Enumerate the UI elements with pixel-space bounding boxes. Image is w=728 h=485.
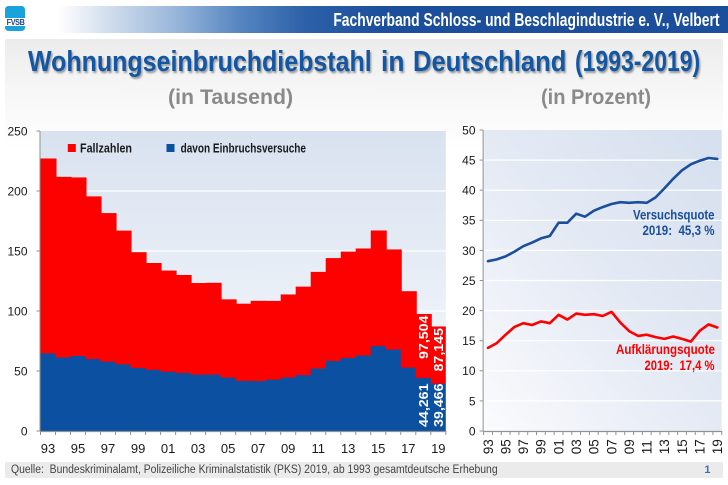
svg-text:15: 15 [462,334,476,348]
svg-text:20: 20 [462,304,476,318]
svg-text:19: 19 [710,439,725,454]
svg-text:davon Einbruchsversuche: davon Einbruchsversuche [181,141,306,155]
svg-text:09: 09 [622,439,637,454]
svg-text:11: 11 [640,440,655,454]
svg-text:01: 01 [551,439,566,454]
svg-text:09: 09 [281,441,295,456]
svg-text:05: 05 [221,441,235,456]
svg-text:Fallzahlen: Fallzahlen [80,141,132,155]
svg-text:5: 5 [469,394,476,408]
svg-text:15: 15 [675,439,690,454]
svg-text:13: 13 [657,439,672,454]
svg-text:10: 10 [462,364,476,378]
svg-text:45: 45 [462,154,476,168]
svg-text:93: 93 [41,441,55,456]
svg-text:Aufklärungsquote: Aufklärungsquote [616,342,715,357]
svg-text:50: 50 [14,364,28,378]
svg-text:15: 15 [371,441,385,456]
svg-text:03: 03 [191,441,205,456]
svg-text:25: 25 [462,274,476,288]
svg-text:13: 13 [341,441,355,456]
svg-text:100: 100 [7,304,27,318]
svg-text:07: 07 [604,439,619,454]
svg-text:35: 35 [462,214,476,228]
svg-text:95: 95 [498,439,513,454]
svg-text:05: 05 [587,439,602,454]
svg-text:01: 01 [161,441,175,456]
svg-text:93: 93 [481,439,496,454]
svg-text:0: 0 [21,424,28,438]
svg-text:250: 250 [7,124,27,138]
svg-text:97: 97 [516,439,531,454]
svg-text:99: 99 [534,439,549,454]
svg-text:99: 99 [131,441,145,456]
svg-text:19: 19 [431,441,445,456]
svg-text:95: 95 [71,441,85,456]
svg-text:07: 07 [251,441,265,456]
svg-text:97,504: 97,504 [416,315,431,359]
svg-text:200: 200 [7,184,27,198]
svg-text:17: 17 [693,439,708,454]
svg-text:2019: 17,4 %: 2019: 17,4 % [645,358,715,373]
svg-text:2019: 45,3 %: 2019: 45,3 % [643,223,715,238]
svg-text:87,145: 87,145 [431,328,446,372]
svg-text:30: 30 [462,244,476,258]
svg-text:50: 50 [462,123,476,137]
svg-text:44,261: 44,261 [416,384,431,428]
svg-text:40: 40 [462,184,476,198]
svg-text:03: 03 [569,439,584,454]
svg-text:Versuchsquote: Versuchsquote [633,208,715,223]
svg-text:150: 150 [7,244,27,258]
svg-text:97: 97 [101,441,115,456]
svg-text:0: 0 [469,424,476,438]
svg-text:11: 11 [311,441,325,456]
svg-text:17: 17 [401,441,415,456]
svg-text:39,466: 39,466 [431,384,446,428]
